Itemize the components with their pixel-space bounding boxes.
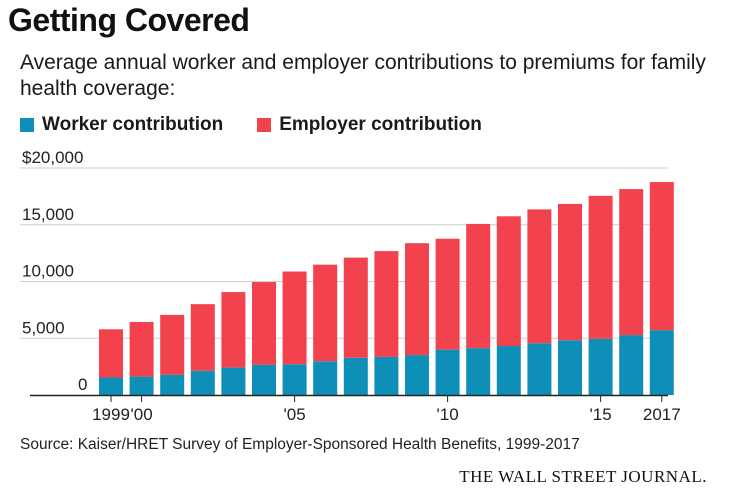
bar-worker-2001 [160,374,185,395]
y-tick-label: 0 [78,375,87,394]
x-tick-label: '00 [131,405,153,424]
bar-worker-1999 [99,377,123,395]
bar-worker-2002 [190,370,215,395]
bar-worker-2009 [405,355,429,395]
bar-employer-2005 [282,271,307,365]
bar-employer-2002 [190,304,215,371]
legend-item-employer: Employer contribution [257,114,482,136]
bar-employer-2008 [374,251,399,357]
bar-employer-2003 [221,292,246,368]
bar-employer-1999 [99,329,123,378]
bar-employer-2009 [405,243,429,356]
y-tick-label: $20,000 [22,148,83,167]
bars [99,182,674,395]
bar-worker-2008 [374,356,399,395]
bar-worker-2010 [435,349,460,395]
x-axis-ticks: 1999'00 '05 '10 '15 2017 [92,395,681,424]
bar-worker-2006 [313,361,338,395]
x-tick-label: '05 [284,405,306,424]
bar-employer-2011 [466,223,491,349]
bar-employer-2006 [313,264,338,362]
bar-employer-2012 [496,216,521,347]
publisher-logo: THE WALL STREET JOURNAL. [459,467,707,486]
bar-employer-2001 [160,314,185,375]
bar-employer-2007 [343,257,368,358]
x-tick-label: '15 [590,405,612,424]
bar-employer-2016 [619,189,644,336]
bar-worker-2013 [527,343,552,395]
legend-item-worker: Worker contribution [20,114,223,136]
bar-worker-2007 [343,357,368,395]
bar-worker-2012 [496,346,521,395]
legend-swatch-employer [257,118,272,132]
bar-worker-2005 [282,364,307,395]
x-tick-label: 2017 [643,405,681,424]
chart-subtitle: Average annual worker and employer contr… [20,51,706,100]
y-tick-label: 15,000 [22,205,74,224]
bar-employer-2004 [252,282,276,365]
y-tick-label: 10,000 [22,262,74,281]
bar-worker-2014 [558,340,582,395]
bar-employer-2015 [588,195,613,339]
legend: Worker contribution Employer contributio… [20,114,516,136]
chart-title: Getting Covered [8,2,250,38]
y-tick-label: 5,000 [22,318,65,337]
x-tick-label: '10 [437,405,459,424]
legend-label-employer: Employer contribution [279,114,482,135]
bar-worker-2003 [221,367,246,395]
bar-employer-2017 [649,182,674,331]
bar-worker-2017 [649,330,674,395]
source-note: Source: Kaiser/HRET Survey of Employer-S… [20,436,580,453]
bar-employer-2013 [527,209,552,344]
bar-worker-2011 [466,348,491,395]
bar-worker-2004 [252,364,276,395]
bar-worker-2016 [619,335,644,395]
x-tick-label: 1999 [92,405,130,424]
bar-employer-2000 [129,321,154,377]
legend-swatch-worker [20,118,34,132]
bar-employer-2010 [435,238,460,350]
bar-worker-2015 [588,338,613,395]
y-axis-ticks: 0 5,000 10,000 15,000 $20,000 [22,148,87,394]
bar-employer-2014 [558,203,582,341]
bar-worker-2000 [129,376,154,395]
legend-label-worker: Worker contribution [42,114,224,135]
